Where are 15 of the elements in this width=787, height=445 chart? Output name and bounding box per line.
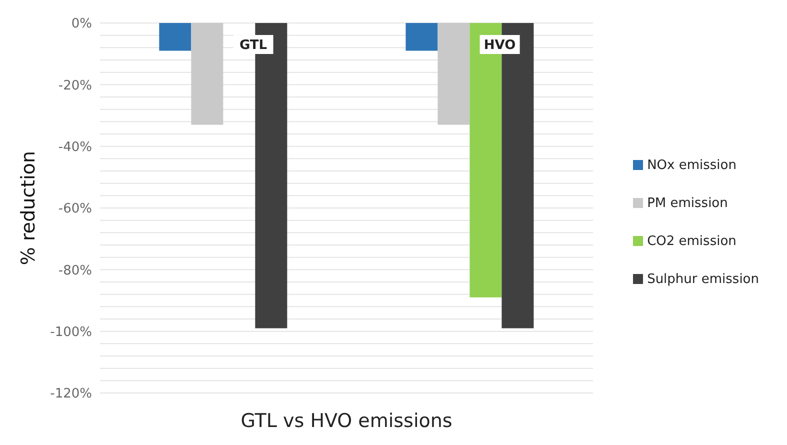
y-tick-label: -60% xyxy=(58,202,92,217)
y-axis-title: % reduction xyxy=(18,150,40,266)
legend-label: PM emission xyxy=(647,196,728,210)
y-tick-label: -100% xyxy=(50,324,92,340)
legend-label: CO2 emission xyxy=(647,234,736,248)
y-tick-label: -40% xyxy=(58,140,92,155)
x-axis-title: GTL vs HVO emissions xyxy=(240,410,452,432)
y-tick-label: 0% xyxy=(71,16,92,32)
legend-label: Sulphur emission xyxy=(647,272,759,286)
legend-label: NOx emission xyxy=(647,158,736,172)
y-tick-label: -80% xyxy=(58,263,92,278)
x-tick-label: GTL xyxy=(239,38,268,53)
y-tick-label: -20% xyxy=(58,78,92,94)
y-tick-label: -120% xyxy=(50,386,92,402)
x-tick-label: HVO xyxy=(484,38,516,53)
